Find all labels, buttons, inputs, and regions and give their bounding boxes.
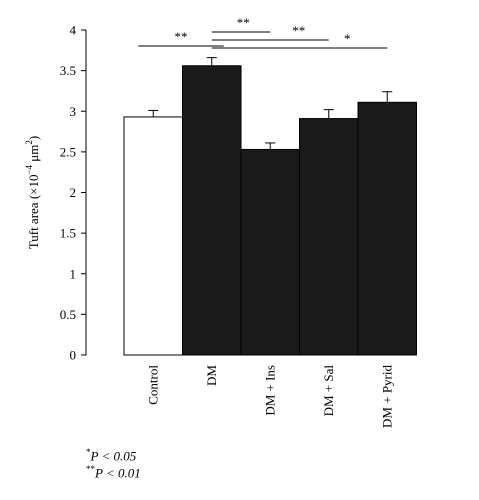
legend-one-star-text: P < 0.05 bbox=[90, 448, 137, 464]
x-tick-label: DM + Sal bbox=[321, 365, 336, 417]
y-axis-label-ylabel-prefix: Tuft area (×10 bbox=[26, 175, 41, 250]
significance-stars: ** bbox=[237, 15, 250, 30]
y-axis-label-ylabel-unit: μm bbox=[26, 145, 41, 165]
x-tick-label: DM bbox=[204, 365, 219, 386]
y-tick-label: 0 bbox=[70, 348, 77, 363]
y-axis-label: Tuft area (×10−4 μm2) bbox=[24, 136, 41, 250]
y-axis-label-ylabel-exp: −4 bbox=[24, 164, 34, 174]
y-tick-label: 3 bbox=[70, 104, 77, 119]
bar bbox=[240, 148, 300, 356]
significance-stars: * bbox=[344, 31, 351, 46]
legend-p-001: **P < 0.01 bbox=[86, 464, 141, 481]
significance-stars: ** bbox=[175, 29, 188, 44]
y-tick-label: 1.5 bbox=[60, 226, 76, 241]
y-tick-label: 2 bbox=[70, 185, 77, 200]
bar bbox=[182, 65, 242, 356]
y-tick-label: 0.5 bbox=[60, 307, 76, 322]
significance-stars: ** bbox=[292, 23, 305, 38]
y-tick-label: 4 bbox=[70, 23, 77, 38]
bar bbox=[123, 116, 183, 356]
bar bbox=[299, 118, 359, 356]
legend-two-star: ** bbox=[86, 464, 95, 474]
y-axis-label-ylabel-unit-exp: 2 bbox=[24, 140, 34, 145]
legend-two-star-text: P < 0.01 bbox=[95, 465, 141, 481]
y-tick-label: 1 bbox=[70, 266, 77, 281]
x-tick-label: Control bbox=[145, 365, 160, 405]
y-tick-label: 2.5 bbox=[60, 144, 76, 159]
y-axis-label-ylabel-suffix: ) bbox=[26, 136, 41, 140]
x-tick-label: DM + Pyrid bbox=[379, 365, 394, 428]
y-tick-label: 3.5 bbox=[60, 63, 76, 78]
bar bbox=[357, 101, 417, 356]
legend-one-star: * bbox=[86, 447, 91, 457]
legend-p-005: *P < 0.05 bbox=[86, 447, 136, 464]
x-tick-label: DM + Ins bbox=[262, 365, 277, 416]
